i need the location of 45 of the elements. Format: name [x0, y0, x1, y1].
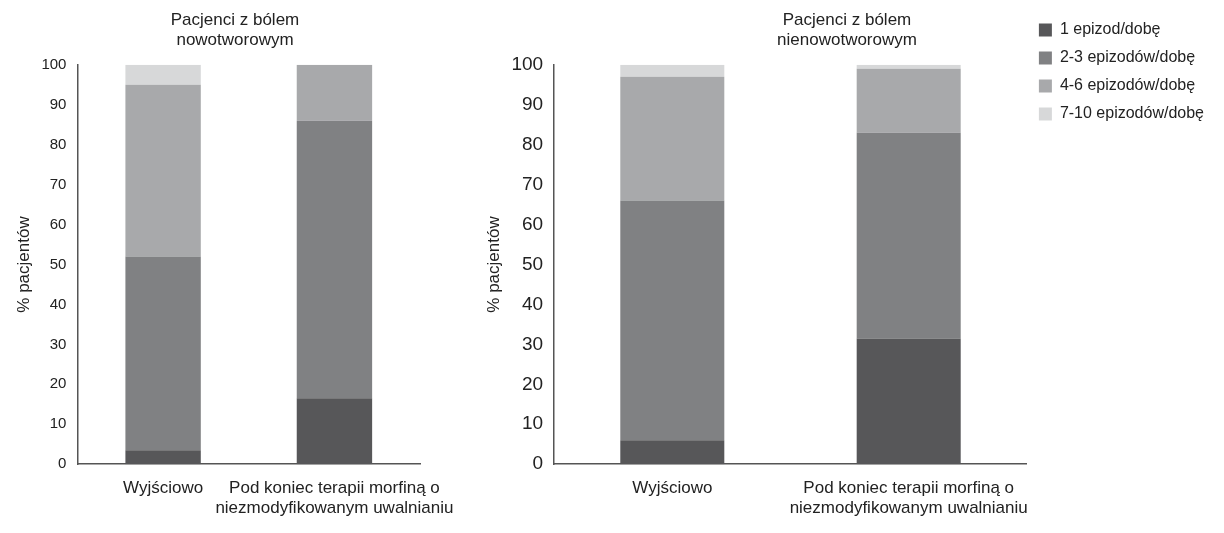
chart-title: Pacjenci z bólem nienowotworowym: [777, 9, 917, 50]
chart-title: Pacjenci z bólem nowotworowym: [170, 9, 300, 50]
y-axis-title: % pacjentów: [483, 215, 503, 313]
y-tick-label: 30: [521, 332, 544, 354]
y-tick-label: 40: [521, 292, 544, 314]
y-tick-label: 90: [49, 94, 67, 112]
bar: [296, 120, 373, 399]
legend-label: 2-3 epizodów/dobę: [1059, 48, 1196, 66]
y-tick-label: 60: [49, 214, 67, 232]
x-tick-label: Pod koniec terapii morfiną o niezmodyfikowanym uwalnianiu: [215, 478, 454, 518]
bar: [856, 132, 961, 339]
bar: [856, 68, 961, 133]
y-tick-label: 30: [49, 334, 67, 352]
bar: [620, 76, 725, 201]
y-tick-label: 20: [49, 374, 67, 392]
y-tick-label: 90: [521, 92, 544, 114]
y-tick-label: 50: [49, 254, 67, 272]
y-tick-label: 70: [49, 174, 67, 192]
x-tick-label: Wyjściowo: [123, 478, 204, 498]
y-tick-label: 0: [58, 454, 67, 472]
x-tick-label: Wyjściowo: [632, 478, 713, 498]
bar: [125, 84, 201, 257]
bar: [125, 256, 201, 451]
legend-label: 1 epizod/dobę: [1059, 20, 1161, 38]
x-tick-label: Pod koniec terapii morfiną o niezmodyfikowanym uwalnianiu: [789, 478, 1028, 518]
y-tick-label: 70: [521, 172, 544, 194]
y-tick-label: 20: [521, 372, 544, 394]
bar: [620, 200, 725, 441]
y-tick-label: 50: [521, 252, 544, 274]
y-tick-label: 10: [521, 412, 544, 434]
bar: [125, 64, 201, 85]
legend-label: 7-10 epizodów/dobę: [1059, 104, 1205, 122]
y-tick-label: 0: [532, 452, 544, 474]
bar: [856, 64, 961, 69]
y-tick-label: 10: [49, 414, 67, 432]
bar: [620, 64, 725, 77]
y-tick-label: 100: [41, 54, 67, 72]
y-axis-title: % pacjentów: [13, 215, 33, 313]
y-tick-label: 80: [521, 132, 544, 154]
y-tick-label: 40: [49, 294, 67, 312]
legend-label: 4-6 epizodów/dobę: [1059, 76, 1196, 94]
y-tick-label: 60: [521, 212, 544, 234]
bar: [296, 64, 373, 121]
y-tick-label: 80: [49, 134, 67, 152]
y-tick-label: 100: [511, 53, 544, 75]
